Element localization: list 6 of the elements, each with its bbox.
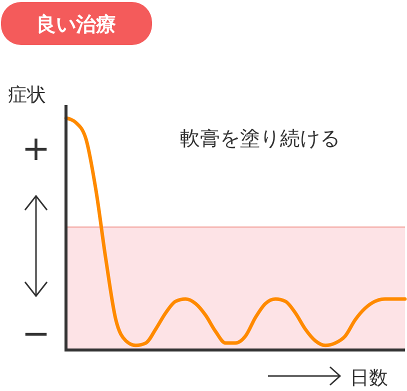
text: + <box>22 129 50 169</box>
text: − <box>22 314 50 354</box>
chart-title: 良い治療 <box>36 12 116 36</box>
y-axis-title: 症状 <box>8 84 46 106</box>
x-axis-title: 日数 <box>350 367 388 389</box>
annotation: 軟膏を塗り続ける <box>180 126 340 150</box>
